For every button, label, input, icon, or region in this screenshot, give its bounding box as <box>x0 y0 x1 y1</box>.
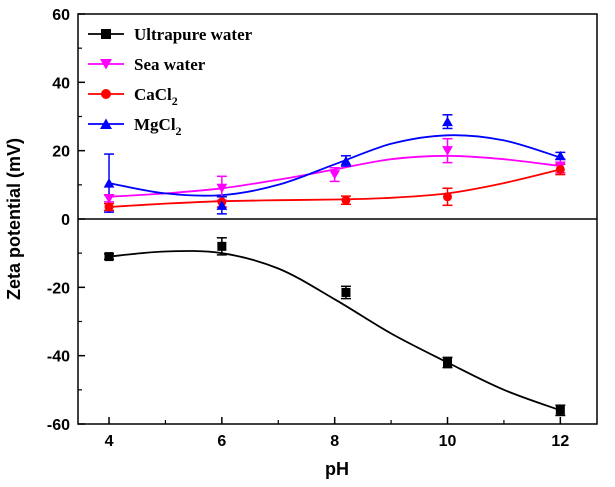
legend-marker-sea-water <box>100 59 112 70</box>
x-tick-label: 6 <box>217 433 226 450</box>
error-bars <box>104 114 566 417</box>
y-tick-label: 60 <box>52 7 70 24</box>
legend-label-cacl2: CaCl2 <box>134 85 178 108</box>
y-tick-label: -40 <box>47 349 70 366</box>
data-point-sea-water <box>442 146 453 156</box>
x-tick-label: 10 <box>439 433 457 450</box>
data-point-ultrapure-water <box>104 252 114 262</box>
fit-curve-ultrapure-water <box>108 250 561 412</box>
y-tick-label: -20 <box>47 280 70 297</box>
legend-marker-ultrapure-water <box>101 29 111 39</box>
y-axis-title: Zeta potential (mV) <box>4 138 24 300</box>
data-point-cacl2 <box>104 202 114 212</box>
data-point-sea-water <box>329 170 341 180</box>
legend-marker-cacl2 <box>101 89 111 99</box>
data-point-cacl2 <box>341 195 351 205</box>
y-tick-label: 0 <box>61 212 70 229</box>
fit-curve-mgcl2 <box>108 134 561 197</box>
data-point-mgcl2 <box>340 155 352 166</box>
fit-curve-cacl2 <box>108 168 561 208</box>
data-point-ultrapure-water <box>443 358 453 367</box>
y-tick-label: 20 <box>52 144 70 161</box>
x-axis-title: pH <box>325 459 349 479</box>
data-point-sea-water <box>216 183 228 194</box>
legend-label-ultrapure-water: Ultrapure water <box>134 25 253 44</box>
axes: 4 6 8 10 12 -60 -40 -20 0 20 40 60 <box>47 7 598 450</box>
data-markers <box>103 116 566 415</box>
y-tick-label: 40 <box>52 75 70 92</box>
legend-label-sea-water: Sea water <box>134 55 206 74</box>
data-point-cacl2 <box>443 192 453 202</box>
data-point-mgcl2 <box>216 200 228 210</box>
data-point-mgcl2 <box>103 178 115 188</box>
data-point-sea-water <box>103 194 115 204</box>
data-point-mgcl2 <box>442 116 453 127</box>
x-tick-label: 12 <box>551 433 569 450</box>
data-point-ultrapure-water <box>341 287 351 297</box>
data-point-mgcl2 <box>554 150 566 161</box>
data-point-ultrapure-water <box>555 405 565 415</box>
x-tick-label: 8 <box>330 433 339 450</box>
legend: Ultrapure water Sea water CaCl2 MgCl2 <box>88 25 253 138</box>
legend-label-mgcl2: MgCl2 <box>134 115 182 138</box>
y-tick-label: -60 <box>47 417 70 434</box>
data-point-ultrapure-water <box>217 241 227 251</box>
data-point-cacl2 <box>555 164 565 174</box>
legend-marker-mgcl2 <box>100 118 112 129</box>
x-tick-label: 4 <box>105 433 114 450</box>
